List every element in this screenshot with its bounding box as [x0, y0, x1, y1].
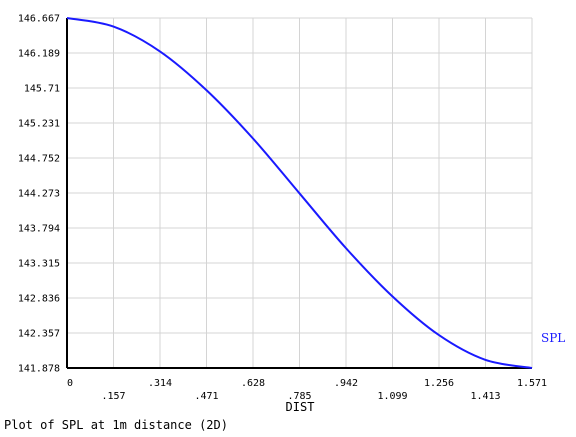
y-tick-label: 142.836 — [18, 294, 60, 305]
y-tick-label: 144.273 — [18, 189, 60, 200]
x-tick-labels: 0 .157 .314 .471 .628 .785 .942 1.099 1.256 1.413… — [67, 378, 547, 402]
y-tick-label: 141.878 — [18, 364, 60, 375]
x-tick-label: 0 — [67, 378, 73, 389]
y-tick-label: 145.231 — [18, 119, 60, 130]
y-tick-label: 143.794 — [18, 224, 60, 235]
x-tick-label: .785 — [287, 391, 311, 402]
x-tick-label: 1.099 — [377, 391, 407, 402]
y-tick-label: 146.667 — [18, 14, 60, 25]
y-tick-label: 144.752 — [18, 154, 60, 165]
y-tick-label: 145.71 — [24, 84, 60, 95]
x-tick-label: .314 — [148, 378, 172, 389]
y-tick-label: 146.189 — [18, 49, 60, 60]
y-tick-label: 142.357 — [18, 329, 60, 340]
grid — [67, 17, 533, 368]
x-tick-label: 1.413 — [470, 391, 500, 402]
x-axis-title: DIST — [286, 400, 315, 414]
y-tick-label: 143.315 — [18, 259, 60, 270]
plot-caption: Plot of SPL at 1m distance (2D) — [4, 418, 228, 432]
x-tick-label: .942 — [334, 378, 358, 389]
x-tick-label: .157 — [101, 391, 125, 402]
x-tick-label: 1.571 — [517, 378, 547, 389]
series-line-spl — [66, 17, 533, 369]
x-tick-label: .471 — [194, 391, 218, 402]
x-tick-label: 1.256 — [424, 378, 454, 389]
axes — [66, 18, 532, 369]
series-group — [66, 17, 533, 369]
spl-chart: 141.878 142.357 142.836 143.315 143.794 144.2… — [18, 14, 565, 415]
y-tick-labels: 141.878 142.357 142.836 143.315 143.794 144.2… — [18, 14, 60, 375]
legend-label-spl: SPL — [541, 331, 565, 345]
x-tick-label: .628 — [241, 378, 265, 389]
